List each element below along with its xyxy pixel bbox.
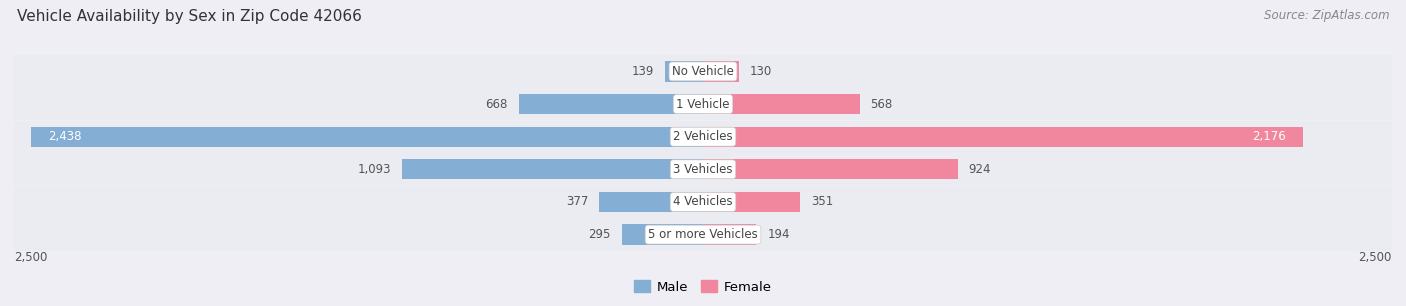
Text: 2 Vehicles: 2 Vehicles xyxy=(673,130,733,143)
Text: 5 or more Vehicles: 5 or more Vehicles xyxy=(648,228,758,241)
Bar xyxy=(703,94,859,114)
Bar xyxy=(14,121,1392,153)
Text: 2,438: 2,438 xyxy=(48,130,82,143)
Bar xyxy=(402,159,703,179)
Text: Vehicle Availability by Sex in Zip Code 42066: Vehicle Availability by Sex in Zip Code … xyxy=(17,9,361,24)
Text: 1,093: 1,093 xyxy=(357,163,391,176)
Text: 924: 924 xyxy=(969,163,991,176)
Text: 2,176: 2,176 xyxy=(1253,130,1286,143)
Bar xyxy=(703,225,756,245)
Bar xyxy=(599,192,703,212)
Text: Source: ZipAtlas.com: Source: ZipAtlas.com xyxy=(1264,9,1389,22)
Text: 1 Vehicle: 1 Vehicle xyxy=(676,98,730,110)
Text: 668: 668 xyxy=(485,98,508,110)
Bar xyxy=(519,94,703,114)
Text: 351: 351 xyxy=(811,196,832,208)
Bar xyxy=(14,186,1392,218)
Text: 2,500: 2,500 xyxy=(14,251,48,264)
Text: 139: 139 xyxy=(631,65,654,78)
Text: 377: 377 xyxy=(565,196,588,208)
Bar xyxy=(14,153,1392,185)
Bar xyxy=(14,88,1392,120)
Text: 2,500: 2,500 xyxy=(1358,251,1392,264)
Bar xyxy=(703,61,738,81)
Text: No Vehicle: No Vehicle xyxy=(672,65,734,78)
Bar xyxy=(703,127,1302,147)
Bar xyxy=(703,192,800,212)
Bar xyxy=(14,218,1392,251)
Text: 568: 568 xyxy=(870,98,893,110)
Bar xyxy=(14,55,1392,88)
Bar xyxy=(31,127,703,147)
Text: 194: 194 xyxy=(768,228,790,241)
Text: 295: 295 xyxy=(588,228,610,241)
Bar xyxy=(703,159,957,179)
Bar xyxy=(665,61,703,81)
Text: 3 Vehicles: 3 Vehicles xyxy=(673,163,733,176)
Text: 4 Vehicles: 4 Vehicles xyxy=(673,196,733,208)
Bar xyxy=(621,225,703,245)
Text: 130: 130 xyxy=(749,65,772,78)
Legend: Male, Female: Male, Female xyxy=(628,275,778,299)
